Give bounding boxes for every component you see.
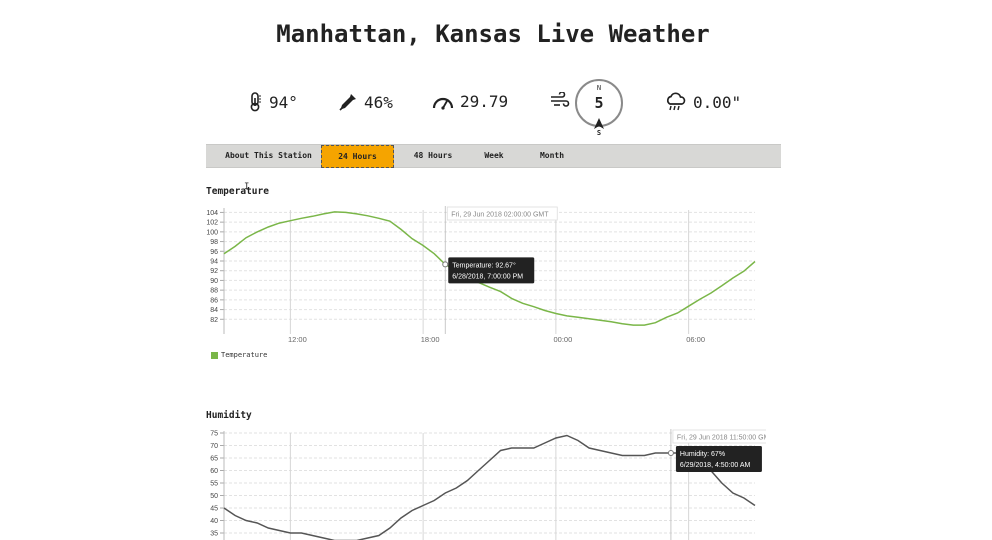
- x-tick-label: 00:00: [553, 335, 572, 344]
- hover-point: [442, 261, 449, 268]
- y-tick-label: 35: [210, 531, 218, 538]
- y-tick-label: 82: [210, 317, 218, 324]
- wind-direction-label: S: [596, 129, 602, 137]
- tooltip-time: 6/29/2018, 4:50:00 AM: [680, 462, 751, 469]
- legend-swatch: [211, 351, 218, 359]
- x-tick-label: 06:00: [686, 335, 705, 344]
- legend-label: Temperature: [221, 351, 268, 359]
- y-tick-label: 98: [210, 239, 218, 246]
- pressure-stat: 29.79: [432, 92, 508, 111]
- humidity-stat: 46%: [338, 92, 393, 112]
- wind-compass: N 5 S: [575, 79, 623, 137]
- y-tick-label: 55: [210, 481, 218, 488]
- humidity-chart[interactable]: 35 40 45 50 55 60 65 70 75 Fri, 29 Jun 2018 11:50…: [206, 428, 766, 540]
- tooltip-box: [448, 257, 535, 284]
- y-tick-label: 45: [210, 506, 218, 513]
- crosshair-time-label: Fri, 29 Jun 2018 11:50:00 GMT: [677, 435, 766, 442]
- hover-point: [667, 450, 674, 456]
- rain-stat: 0.00": [665, 92, 741, 112]
- humidity-section-title: Humidity: [206, 410, 252, 421]
- y-tick-label: 60: [210, 468, 218, 475]
- temperature-value: 94°: [269, 92, 298, 112]
- humidity-value: 46%: [364, 92, 393, 112]
- crosshair-time-box: [446, 206, 558, 221]
- y-tick-label: 40: [210, 518, 218, 525]
- tab-about-this-station[interactable]: About This Station: [225, 151, 312, 160]
- tab-month[interactable]: Month: [539, 151, 565, 160]
- y-tick-label: 86: [210, 297, 218, 304]
- y-tick-label: 70: [210, 443, 218, 450]
- temperature-legend[interactable]: Temperature: [211, 351, 267, 359]
- tab-24-hours[interactable]: 24 Hours: [321, 145, 394, 168]
- wind-speed-value: 5: [594, 94, 604, 112]
- crosshair-time-label: Fri, 29 Jun 2018 02:00:00 GMT: [451, 212, 549, 219]
- series-line: [223, 434, 756, 540]
- x-tick-label: 12:00: [288, 335, 307, 344]
- y-tick-label: 104: [206, 210, 218, 217]
- text-cursor-icon: I: [244, 182, 250, 192]
- tooltip-value: Temperature: 92.67°: [452, 261, 516, 269]
- wind-stat: [550, 92, 570, 108]
- rain-value: 0.00": [693, 92, 742, 112]
- dropper-icon: [338, 92, 358, 112]
- temperature-stat: 94°: [247, 92, 298, 112]
- y-tick-label: 50: [210, 493, 218, 500]
- y-tick-label: 94: [210, 259, 218, 266]
- pressure-value: 29.79: [460, 92, 509, 111]
- series-line: [223, 211, 756, 326]
- temperature-chart[interactable]: 82 84 86 88 90 92 94 96 98 100 102 104 12:00 18:00 00:…: [206, 204, 766, 346]
- y-tick-label: 102: [206, 220, 218, 227]
- x-tick-label: 18:00: [421, 335, 440, 344]
- y-tick-label: 84: [210, 307, 218, 314]
- y-tick-label: 96: [210, 249, 218, 256]
- y-tick-label: 65: [210, 456, 218, 463]
- y-tick-label: 90: [210, 278, 218, 285]
- tooltip-value: Humidity: 67%: [680, 451, 725, 458]
- y-tick-label: 75: [210, 431, 218, 438]
- tooltip-box: [675, 446, 762, 472]
- wind-direction-arrow-icon: [594, 118, 604, 129]
- tab-48-hours[interactable]: 48 Hours: [413, 151, 453, 160]
- thermometer-icon: [247, 92, 263, 112]
- current-conditions: 94° 46% 29.79: [0, 78, 992, 138]
- rain-cloud-icon: [665, 92, 687, 112]
- temperature-section-title: Temperature: [206, 186, 269, 197]
- compass-north-label: N: [596, 84, 602, 92]
- time-range-tabs: About This Station 24 Hours 48 Hours Wee…: [206, 144, 781, 168]
- y-tick-label: 88: [210, 288, 218, 295]
- y-tick-label: 92: [210, 268, 218, 275]
- wind-icon: [550, 92, 570, 108]
- y-tick-label: 100: [206, 229, 218, 236]
- tab-week[interactable]: Week: [484, 151, 504, 160]
- page-title: Manhattan, Kansas Live Weather: [276, 20, 710, 48]
- crosshair-time-box: [672, 429, 766, 444]
- tooltip-time: 6/28/2018, 7:00:00 PM: [452, 273, 523, 280]
- gauge-icon: [432, 94, 454, 110]
